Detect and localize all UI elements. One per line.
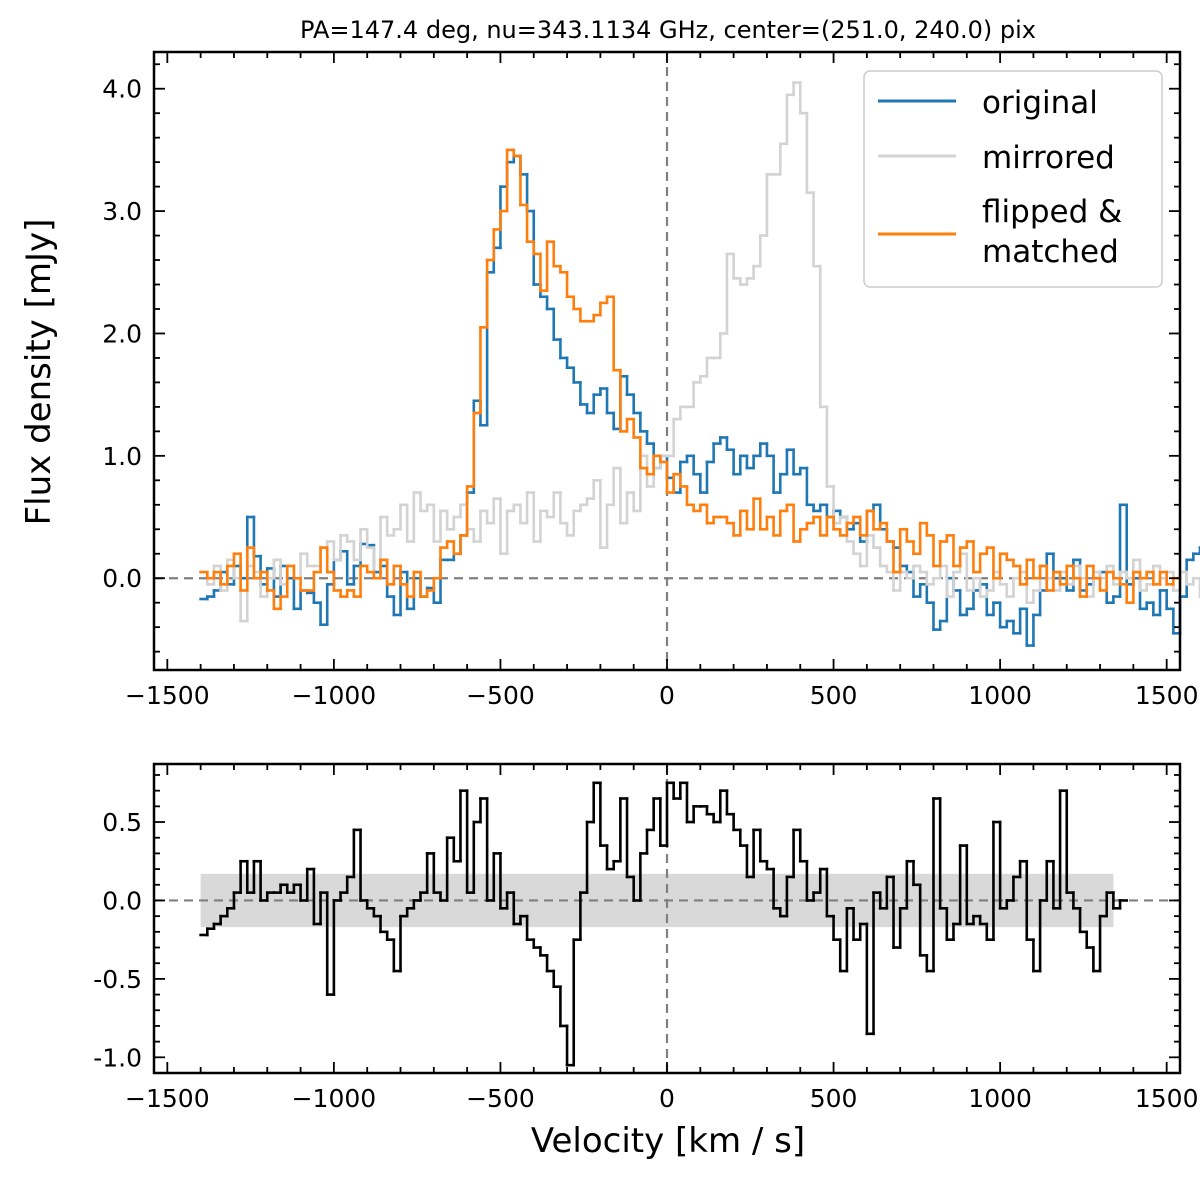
legend: original mirrored flipped & matched [863,70,1163,288]
legend-mirrored-label: mirrored [982,140,1115,176]
series-flipped-matched [199,148,1182,611]
top-panel: PA=147.4 deg, nu=343.1134 GHz, center=(2… [19,16,1200,710]
x-tick-label: 1500 [1135,1084,1199,1113]
legend-flipped-label: flipped & [982,194,1122,230]
x-tick-label: 500 [810,1084,858,1113]
x-tick-label: −1500 [125,681,210,710]
series-residual [199,781,1129,1067]
bottom-plot-frame [152,762,1182,1075]
top-reference-lines [154,52,1180,670]
top-series-group [199,81,1200,647]
y-tick-label: 1.0 [102,442,142,471]
y-tick-label: -1.0 [93,1043,142,1072]
bottom-panel: −1500 −1000 −500 0 500 1000 1500 -1.0 -0.5 0.0 0.5… [93,762,1198,1161]
bottom-series-group [199,781,1129,1067]
y-tick-label: 0.0 [102,886,142,915]
x-tick-label: 1000 [968,1084,1032,1113]
y-tick-label: 3.0 [102,197,142,226]
x-tick-label: 0 [659,681,675,710]
legend-original-label: original [982,85,1098,121]
y-tick-label: 4.0 [102,75,142,104]
top-plot-frame [152,50,1182,672]
y-axis-label: Flux density [mJy] [19,219,59,526]
x-tick-label: 1000 [968,681,1032,710]
x-tick-label: −500 [466,681,535,710]
x-tick-label: −500 [466,1084,535,1113]
x-axis-label: Velocity [km / s] [531,1121,805,1161]
x-tick-label: −1000 [292,1084,377,1113]
legend-matched-label: matched [982,234,1119,270]
x-tick-label: −1000 [292,681,377,710]
y-tick-label: 0.5 [102,808,142,837]
x-tick-label: 1500 [1135,681,1199,710]
x-tick-label: −1500 [125,1084,210,1113]
x-tick-label: 500 [810,681,858,710]
y-tick-label: 0.0 [102,564,142,593]
top-axis-ticks: −1500 −1000 −500 0 500 1000 1500 0.0 1.0 2.0 3.0 4.… [102,52,1198,710]
bottom-axis-ticks: −1500 −1000 −500 0 500 1000 1500 -1.0 -0.5 0.0 0.5 [93,764,1198,1113]
x-tick-label: 0 [659,1084,675,1113]
y-tick-label: 2.0 [102,319,142,348]
chart-title: PA=147.4 deg, nu=343.1134 GHz, center=(2… [300,16,1036,44]
y-tick-label: -0.5 [93,965,142,994]
